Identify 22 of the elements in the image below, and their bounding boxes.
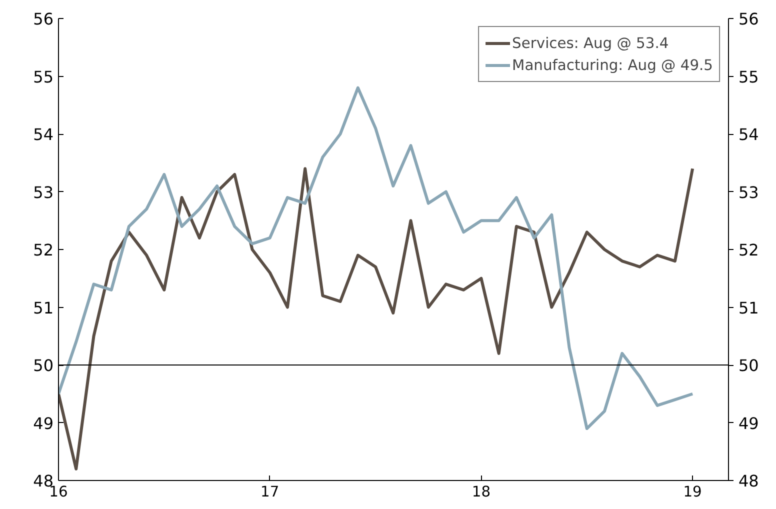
y2-tick-label: 52 bbox=[738, 240, 759, 260]
y-tick-label: 49 bbox=[33, 414, 54, 433]
y2-tick-label: 54 bbox=[738, 125, 759, 144]
x-tick-label: 18 bbox=[472, 484, 491, 500]
y2-tick-label: 48 bbox=[738, 472, 759, 490]
y-tick-label: 50 bbox=[33, 356, 54, 375]
y2-tick-label: 55 bbox=[738, 67, 759, 86]
y-tick-label: 53 bbox=[33, 182, 54, 202]
legend-label: Manufacturing: Aug @ 49.5 bbox=[512, 56, 713, 74]
x-tick-label: 17 bbox=[260, 484, 280, 500]
y-tick-label: 51 bbox=[33, 298, 54, 318]
legend-label: Services: Aug @ 53.4 bbox=[512, 34, 669, 52]
y2-tick-label: 49 bbox=[738, 414, 759, 433]
y-tick-label: 56 bbox=[33, 10, 54, 28]
y-tick-label: 52 bbox=[33, 240, 54, 260]
y2-tick-label: 56 bbox=[738, 10, 759, 28]
y-tick-label: 55 bbox=[33, 67, 54, 86]
y2-tick-label: 51 bbox=[738, 298, 759, 318]
x-tick-label: 19 bbox=[683, 484, 702, 500]
y2-tick-label: 53 bbox=[738, 182, 759, 202]
y-tick-label: 54 bbox=[33, 125, 54, 144]
y2-tick-label: 50 bbox=[738, 356, 759, 375]
